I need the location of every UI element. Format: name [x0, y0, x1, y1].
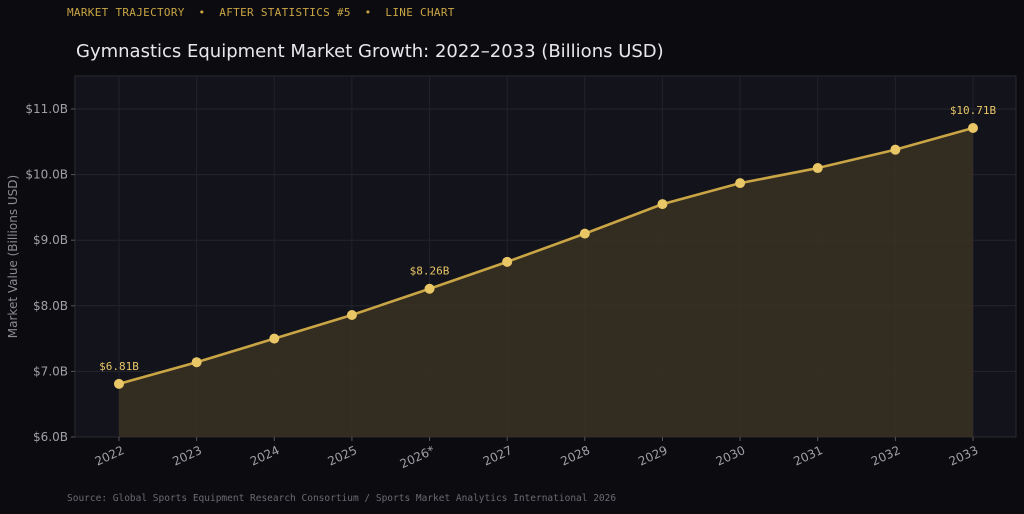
area-fill	[119, 128, 973, 438]
x-tick-label: 2030	[714, 443, 748, 469]
x-tick-label: 2022	[93, 443, 127, 469]
chart-title: Gymnastics Equipment Market Growth: 2022…	[76, 41, 664, 62]
data-point	[657, 199, 668, 210]
x-tick-label: 2032	[869, 443, 903, 469]
y-tick-label: $7.0B	[33, 364, 68, 378]
x-tick-label: 2031	[791, 443, 825, 469]
x-tick-label: 2033	[947, 443, 981, 469]
data-point	[269, 333, 280, 344]
x-tick-label: 2029	[636, 443, 670, 469]
data-point	[502, 256, 513, 267]
data-point	[735, 178, 746, 189]
data-point	[424, 283, 435, 294]
x-tick-label: 2023	[170, 443, 204, 469]
data-point	[890, 144, 901, 155]
data-label: $6.81B	[99, 360, 139, 373]
x-tick-label: 2024	[248, 443, 282, 469]
data-point	[812, 163, 823, 174]
y-tick-label: $10.0B	[25, 168, 68, 182]
data-point	[968, 123, 978, 134]
y-tick-label: $6.0B	[33, 430, 68, 444]
data-point	[579, 228, 590, 239]
data-label: $8.26B	[410, 265, 450, 278]
data-point	[346, 309, 357, 320]
y-axis-label: Market Value (Billions USD)	[6, 175, 20, 338]
y-tick-label: $11.0B	[25, 102, 68, 116]
y-tick-label: $9.0B	[33, 233, 68, 247]
chart-kicker: MARKET TRAJECTORY • AFTER STATISTICS #5 …	[67, 6, 455, 19]
x-tick-label: 2027	[481, 443, 515, 469]
x-tick-label: 2025	[326, 443, 360, 469]
y-tick-label: $8.0B	[33, 299, 68, 313]
series-line	[118, 126, 974, 386]
chart-source: Source: Global Sports Equipment Research…	[67, 493, 617, 504]
data-label: $10.71B	[950, 104, 997, 117]
x-tick-label: 2028	[558, 443, 592, 469]
x-tick-label: 2026*	[398, 443, 437, 471]
data-point	[191, 357, 202, 368]
data-point	[114, 378, 124, 389]
